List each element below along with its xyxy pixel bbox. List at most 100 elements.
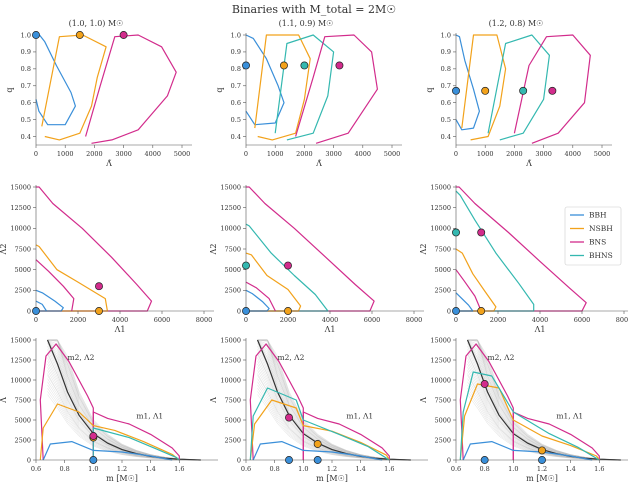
annotation-m1: m1, Λ1 [346, 411, 373, 420]
y-tick-label: 0.7 [231, 82, 241, 90]
point-nsbh [477, 307, 486, 315]
annotation-m2: m2, Λ2 [488, 353, 515, 362]
y-tick-label: 7500 [434, 245, 451, 253]
x-tick-label: 0.8 [269, 465, 279, 473]
panel-r2-c1: 0.6 0.8 1.0 1.2 1.4 1.6 0 2500 5000 7500 10000 1250… [209, 336, 428, 483]
x-tick-label: 6000 [364, 316, 381, 324]
y-tick-label: 1.0 [231, 31, 241, 39]
y-tick-label: 15000 [430, 336, 451, 344]
y-tick-label: 2500 [14, 287, 31, 295]
grey-curve [47, 339, 201, 461]
panel-r2-c2: 0.6 0.8 1.0 1.2 1.4 1.6 0 2500 5000 7500 10000 1250… [419, 336, 628, 483]
median-curve [256, 339, 411, 461]
y-tick-label: 0.8 [21, 65, 31, 73]
contour-nsbh [245, 252, 302, 312]
y-axis-label: q [5, 87, 14, 92]
point-bbh [452, 307, 460, 315]
y-tick-label: 7500 [14, 396, 31, 404]
y-tick-label: 0.4 [231, 133, 241, 141]
panel-r2-c0: 0.6 0.8 1.0 1.2 1.4 1.6 0 2500 5000 7500 10000 1250… [0, 336, 218, 483]
x-tick-label: 0.6 [451, 465, 461, 473]
x-tick-label: 2000 [490, 316, 507, 324]
y-tick-label: 15000 [220, 183, 241, 191]
point-bns [285, 413, 293, 422]
contour-bbh [35, 34, 76, 126]
x-tick-label: 0 [454, 316, 458, 324]
y-tick-label: 7500 [224, 245, 241, 253]
annotation-m2: m2, Λ2 [68, 353, 95, 362]
column-title: (1.2, 0.8) M☉ [489, 19, 544, 28]
x-tick-label: 1.0 [298, 465, 308, 473]
point-bbh [452, 86, 460, 95]
contour-bbh [35, 300, 48, 312]
x-tick-label: 2000 [506, 150, 523, 158]
y-tick-label: 0.9 [441, 48, 451, 56]
contour-bns [36, 186, 153, 312]
contour-bbh [245, 34, 285, 126]
x-tick-label: 4000 [532, 316, 549, 324]
contour-bbh [35, 289, 64, 312]
contour-bns [35, 259, 75, 312]
y-tick-label: 0 [447, 307, 451, 315]
contour-bns [295, 34, 378, 144]
x-tick-label: 8000 [406, 316, 423, 324]
x-tick-label: 1.6 [594, 465, 604, 473]
contour-bns [245, 281, 276, 312]
x-tick-label: 5000 [384, 150, 401, 158]
y-tick-label: 7500 [434, 396, 451, 404]
contour-bns [246, 186, 375, 312]
point-bbh [32, 307, 40, 315]
y-tick-label: 10000 [10, 376, 31, 384]
y-tick-label: 12500 [220, 356, 241, 364]
point-bns [477, 228, 486, 237]
grey-curve [257, 339, 411, 461]
grey-curve [47, 339, 201, 461]
contour-bns [456, 186, 587, 312]
y-axis-label: Λ [0, 397, 8, 404]
x-tick-label: 1.2 [537, 465, 547, 473]
x-tick-label: 0.8 [59, 465, 69, 473]
point-bbh [89, 456, 98, 464]
point-bns [284, 261, 292, 270]
contour-bns [302, 411, 390, 460]
y-axis-label: Λ2 [0, 244, 8, 256]
y-tick-label: 1.0 [21, 31, 31, 39]
y-tick-label: 0.7 [21, 82, 31, 90]
x-tick-label: 6000 [154, 316, 171, 324]
y-axis-label: Λ2 [419, 244, 428, 256]
contour-bhns [487, 34, 550, 141]
x-axis-label: m [M☉] [106, 474, 138, 483]
x-tick-label: 1000 [477, 150, 494, 158]
y-tick-label: 10000 [220, 376, 241, 384]
grey-curve [467, 339, 621, 461]
y-tick-label: 0.8 [231, 65, 241, 73]
x-tick-label: 5000 [594, 150, 611, 158]
y-tick-label: 0.5 [231, 116, 241, 124]
x-tick-label: 1.0 [88, 465, 98, 473]
x-tick-label: 1.0 [508, 465, 518, 473]
y-tick-label: 5000 [434, 266, 451, 274]
y-tick-label: 0 [447, 456, 451, 464]
x-tick-label: 3000 [325, 150, 342, 158]
y-axis-label: q [425, 87, 434, 92]
point-bbh [32, 31, 40, 39]
y-tick-label: 15000 [10, 183, 31, 191]
point-bhns [242, 261, 250, 270]
x-axis-label: Λ̃ [525, 159, 532, 168]
point-bhns [300, 61, 309, 70]
grey-curve [257, 339, 411, 461]
contour-nsbh [254, 34, 311, 141]
y-tick-label: 15000 [430, 183, 451, 191]
contour-nsbh [461, 34, 507, 141]
x-tick-label: 0.6 [241, 465, 251, 473]
y-tick-label: 12500 [10, 204, 31, 212]
x-tick-label: 2000 [280, 316, 297, 324]
contour-nsbh [41, 34, 107, 141]
annotation-m2: m2, Λ2 [278, 353, 305, 362]
panel-r1-c2: 0 2000 4000 6000 8000 0 2500 5000 7500 10000 12500… [419, 183, 628, 334]
x-tick-label: 4000 [112, 316, 129, 324]
contour-bbh [245, 289, 270, 312]
y-tick-label: 0.5 [441, 116, 451, 124]
y-tick-label: 0.4 [441, 133, 451, 141]
panel-r0-c1: 0 1000 2000 3000 4000 5000 0.4 0.5 0.6 0.7 0.8 0.9 1… [215, 19, 402, 168]
